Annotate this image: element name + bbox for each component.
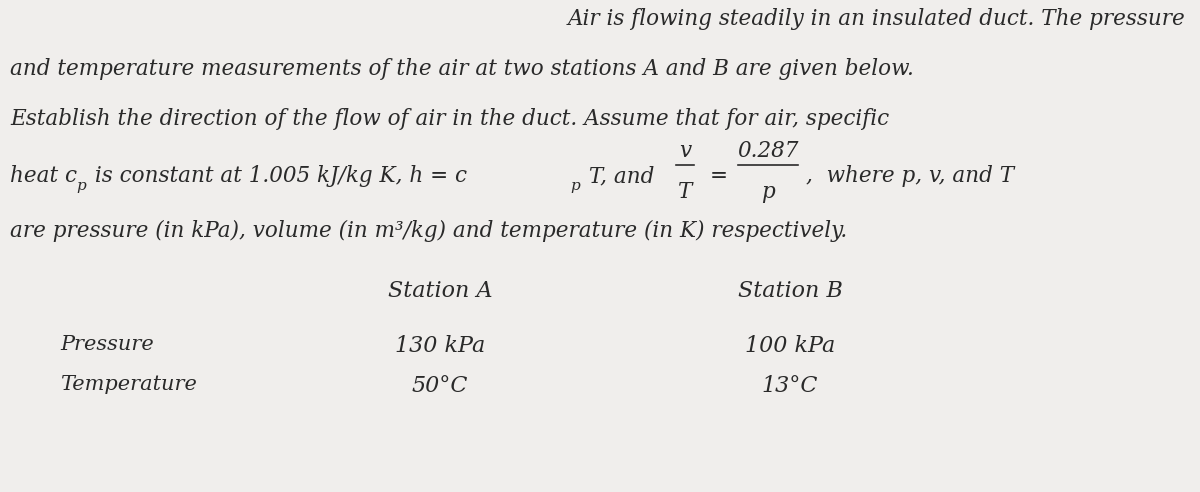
- Text: 0.287: 0.287: [737, 140, 799, 162]
- Text: T: T: [678, 181, 692, 203]
- Text: v: v: [679, 140, 691, 162]
- Text: Station A: Station A: [388, 280, 492, 302]
- Text: Air is flowing steadily in an insulated duct. The pressure: Air is flowing steadily in an insulated …: [568, 8, 1186, 30]
- Text: Station B: Station B: [738, 280, 842, 302]
- Text: Establish the direction of the flow of air in the duct. Assume that for air, spe: Establish the direction of the flow of a…: [10, 108, 889, 130]
- Text: 130 kPa: 130 kPa: [395, 335, 485, 357]
- Text: 13°C: 13°C: [762, 375, 818, 397]
- Text: and temperature measurements of the air at two stations A and B are given below.: and temperature measurements of the air …: [10, 58, 914, 80]
- Text: Pressure: Pressure: [60, 335, 154, 354]
- Text: 50°C: 50°C: [412, 375, 468, 397]
- Text: ,  where p, v, and T: , where p, v, and T: [806, 165, 1014, 187]
- Text: p: p: [761, 181, 775, 203]
- Text: 100 kPa: 100 kPa: [745, 335, 835, 357]
- Text: T, and: T, and: [582, 165, 654, 187]
- Text: p: p: [76, 179, 85, 193]
- Text: =: =: [710, 165, 728, 187]
- Text: heat c: heat c: [10, 165, 77, 187]
- Text: p: p: [570, 179, 580, 193]
- Text: Temperature: Temperature: [60, 375, 197, 394]
- Text: is constant at 1.005 kJ/kg K, h = c: is constant at 1.005 kJ/kg K, h = c: [88, 165, 467, 187]
- Text: are pressure (in kPa), volume (in m³/kg) and temperature (in K) respectively.: are pressure (in kPa), volume (in m³/kg)…: [10, 220, 847, 242]
